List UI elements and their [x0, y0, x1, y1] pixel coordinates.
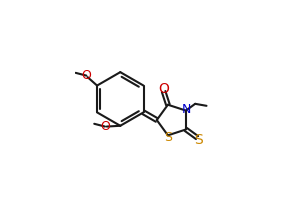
Text: O: O — [81, 69, 91, 82]
Text: S: S — [194, 134, 202, 147]
Text: S: S — [164, 131, 172, 144]
Text: O: O — [158, 82, 169, 96]
Text: O: O — [100, 120, 110, 133]
Text: N: N — [182, 103, 191, 116]
